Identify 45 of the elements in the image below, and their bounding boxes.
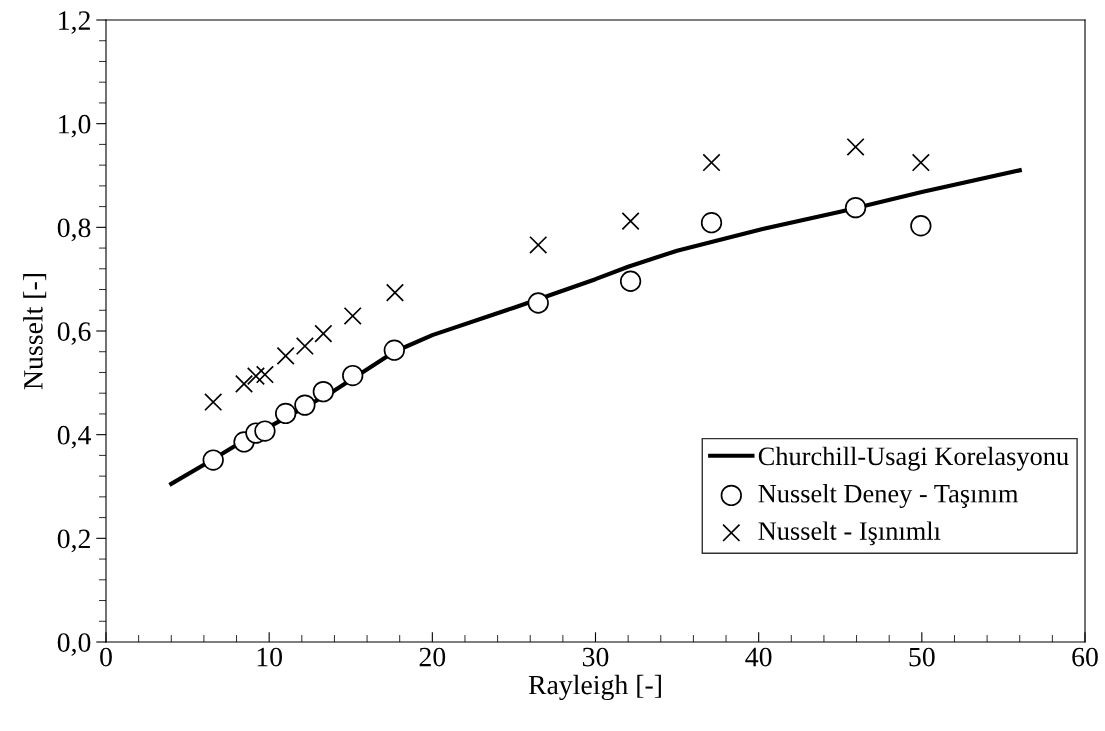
point bbox=[255, 365, 274, 384]
point bbox=[314, 324, 333, 343]
y-tick-label: 0,0 bbox=[57, 633, 91, 656]
point bbox=[246, 367, 266, 386]
point bbox=[276, 346, 295, 365]
point bbox=[254, 420, 276, 442]
point bbox=[204, 392, 223, 412]
point bbox=[202, 449, 224, 471]
x-tick-label: 50 bbox=[909, 647, 935, 667]
point bbox=[621, 212, 640, 231]
point bbox=[234, 374, 254, 393]
x-tick-label: 0 bbox=[100, 647, 112, 667]
legend-label: Nusselt - Işınımlı bbox=[758, 521, 941, 546]
point bbox=[527, 292, 549, 314]
point bbox=[910, 215, 932, 237]
point bbox=[911, 153, 930, 172]
point bbox=[295, 336, 314, 356]
y-tick-label: 0,2 bbox=[57, 529, 90, 553]
point bbox=[294, 394, 316, 416]
point bbox=[342, 364, 364, 387]
point bbox=[385, 283, 405, 302]
legend-label: Nusselt Deney - Taşınım bbox=[758, 484, 1019, 509]
x-tick-label: 10 bbox=[257, 647, 282, 667]
x-tick-label: 20 bbox=[419, 647, 446, 667]
point bbox=[529, 235, 548, 255]
y-tick-label: 0,6 bbox=[57, 322, 91, 345]
x-tick-label: 40 bbox=[745, 647, 772, 667]
point bbox=[383, 339, 405, 361]
point bbox=[702, 153, 721, 172]
y-tick-label: 0,4 bbox=[57, 425, 91, 449]
point bbox=[700, 212, 723, 234]
y-tick-label: 1,2 bbox=[59, 11, 90, 34]
x-tick-label: 60 bbox=[1072, 647, 1098, 667]
x-axis-title: Rayleigh [-] bbox=[528, 674, 661, 701]
point bbox=[343, 306, 362, 326]
y-tick-label: 1,0 bbox=[59, 114, 91, 138]
y-tick-label: 0,8 bbox=[57, 218, 91, 242]
point bbox=[619, 270, 642, 292]
x-tick-label: 30 bbox=[582, 647, 609, 667]
point bbox=[844, 196, 867, 219]
point bbox=[846, 137, 865, 157]
legend-label: Churchill-Usagi Korelasyonu bbox=[758, 446, 1069, 471]
point bbox=[274, 402, 297, 425]
y-axis-title: Nusselt [-] bbox=[23, 274, 47, 390]
point bbox=[312, 380, 334, 403]
